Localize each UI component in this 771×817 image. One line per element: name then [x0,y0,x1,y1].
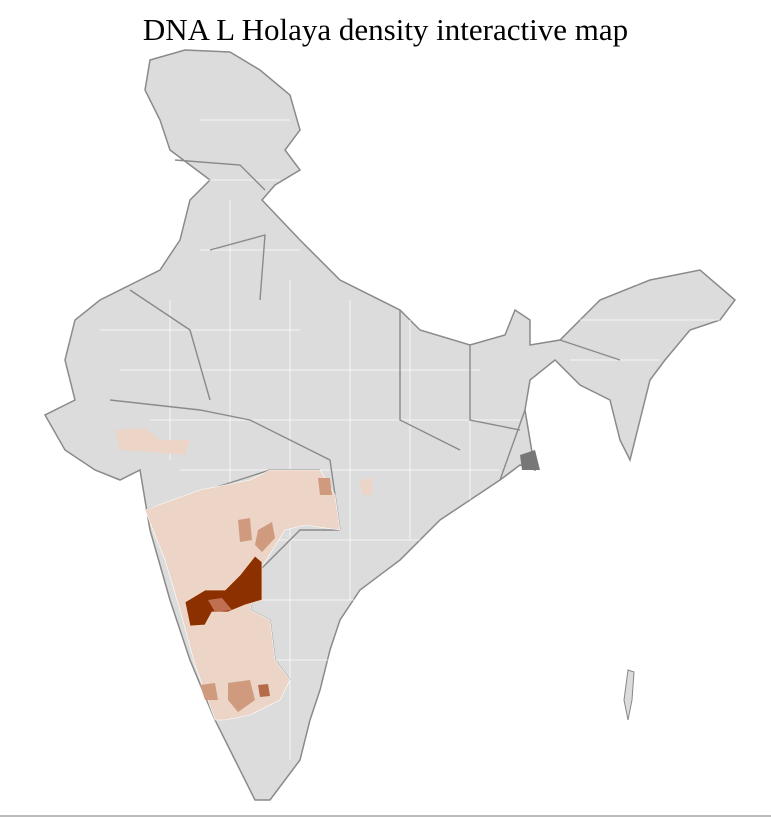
region-medium-inner[interactable] [208,598,232,612]
sundarbans[interactable] [520,450,540,470]
region-medium-1[interactable] [238,518,252,542]
islands-east [520,450,540,470]
bottom-divider [0,815,771,817]
region-medium-3[interactable] [318,478,332,495]
andaman-islands[interactable] [623,669,635,721]
map-title: DNA L Holaya density interactive map [142,12,629,47]
region-medium-5[interactable] [228,680,255,712]
region-low-chandrapur[interactable] [360,478,372,495]
holaya-density-regions [115,428,372,721]
region-medium-2[interactable] [255,522,275,552]
region-low-gujarat[interactable] [115,428,190,455]
region-high[interactable] [184,555,263,627]
region-medium-6[interactable] [258,684,270,697]
country-base[interactable] [43,49,737,801]
region-medium-4[interactable] [200,683,218,700]
